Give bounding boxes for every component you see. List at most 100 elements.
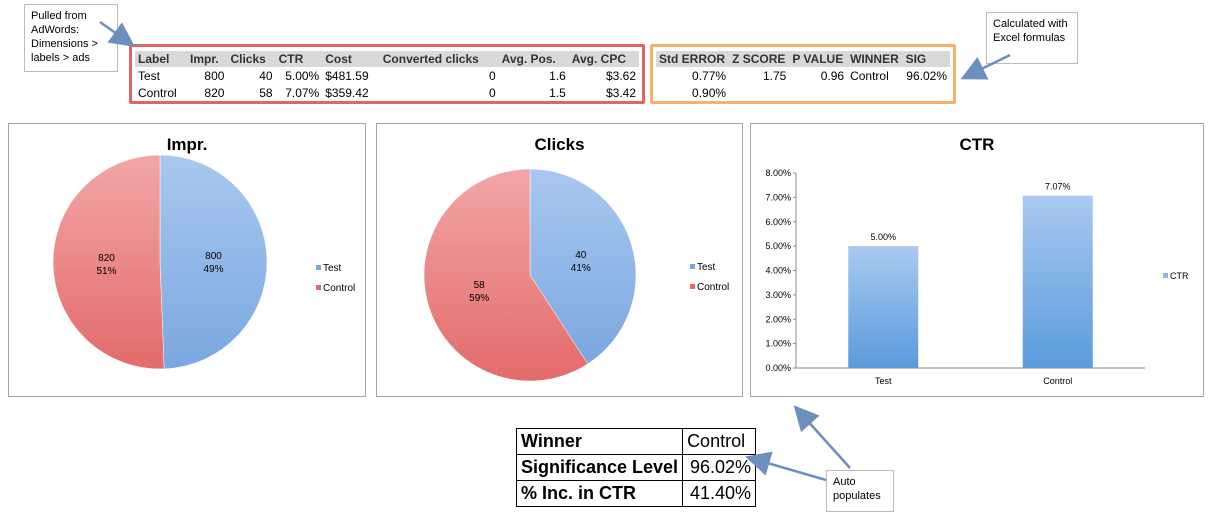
table-row: Significance Level 96.02%	[515, 454, 757, 481]
chart-title: CTR	[959, 135, 995, 154]
y-tick-label: 8.00%	[765, 168, 791, 178]
legend-entry: Control	[323, 283, 355, 294]
table-cell: 96.02%	[906, 68, 947, 83]
column-header: Z SCORE	[729, 51, 790, 67]
column-header: Label	[135, 51, 188, 67]
callout-line: Excel formulas	[993, 32, 1066, 44]
pie-data-label: 40	[575, 250, 587, 261]
y-tick-label: 3.00%	[765, 290, 791, 300]
table-row: Winner Control	[515, 428, 757, 455]
summary-value: 96.02%	[682, 454, 757, 481]
legend-entry: Test	[697, 262, 716, 273]
adwords-table: Label Impr. Clicks CTR Cost Converted cl…	[135, 51, 639, 101]
table-cell	[789, 84, 847, 101]
y-tick-label: 6.00%	[765, 217, 791, 227]
column-header: Avg. Pos.	[498, 51, 569, 67]
table-cell: 0.96	[820, 68, 845, 83]
table-cell: 0	[488, 85, 496, 100]
column-header: Avg. CPC	[568, 51, 639, 67]
y-tick-label: 5.00%	[765, 241, 791, 251]
table-cell	[847, 84, 902, 101]
legend-swatch	[1163, 273, 1168, 278]
bar-data-label: 7.07%	[1045, 182, 1071, 192]
legend-swatch	[690, 264, 695, 269]
summary-value: 41.40%	[682, 480, 757, 507]
callout-line: Auto	[833, 476, 856, 488]
pie-data-label: 59%	[469, 293, 489, 304]
bar-data-label: 5.00%	[870, 232, 896, 242]
column-header: Std ERROR	[656, 51, 730, 67]
table-row: % Inc. in CTR 41.40%	[515, 480, 757, 507]
y-tick-label: 0.00%	[765, 363, 791, 373]
table-header-row: Std ERROR Z SCORE P VALUE WINNER SIG	[656, 51, 950, 67]
table-cell	[903, 84, 950, 101]
table-cell: 820	[204, 85, 225, 100]
column-header: CTR	[275, 51, 323, 67]
pie-data-label: 51%	[97, 266, 117, 277]
column-header: Converted clicks	[379, 51, 499, 67]
table-cell: Control	[850, 68, 889, 83]
y-tick-label: 2.00%	[765, 314, 791, 324]
callout-line: Calculated with	[993, 18, 1068, 30]
y-tick-label: 1.00%	[765, 339, 791, 349]
table-cell: Control	[138, 85, 177, 100]
impr-pie-svg: 800 49% 820 51% Test Control	[52, 154, 355, 370]
column-header: Cost	[322, 51, 380, 67]
summary-label: % Inc. in CTR	[515, 480, 684, 507]
callout-line: Dimensions >	[31, 38, 98, 50]
callout-line: labels > ads	[31, 52, 91, 64]
callout-auto-populates: Auto populates	[826, 470, 894, 512]
arrow-to-summary	[745, 451, 827, 482]
table-cell: $3.62	[605, 68, 636, 83]
pie-slice-control	[423, 168, 589, 382]
table-row: 0.90%	[656, 84, 950, 101]
callout-line: populates	[833, 490, 881, 502]
table-cell: Test	[138, 68, 161, 83]
adwords-table-frame	[129, 44, 645, 104]
table-cell: 0.90%	[692, 85, 727, 100]
column-header: WINNER	[847, 51, 903, 67]
table-cell: 5.00%	[285, 68, 320, 83]
pie-slice-test	[159, 154, 268, 370]
summary-value: Control	[682, 428, 757, 455]
callout-excel-formulas: Calculated with Excel formulas	[986, 12, 1078, 64]
arrow-to-chart	[793, 405, 851, 469]
legend-swatch	[316, 265, 321, 270]
table-cell: 0.77%	[692, 68, 727, 83]
table-row: Control 820 58 7.07% $359.42 0 1.5 $3.42	[135, 84, 639, 101]
legend-swatch	[690, 284, 695, 289]
pie-data-label: 41%	[571, 263, 591, 274]
summary-table: Winner Control Significance Level 96.02%…	[515, 428, 757, 507]
table-row: Test 800 40 5.00% $481.59 0 1.6 $3.62	[135, 67, 639, 84]
pie-data-label: 58	[474, 280, 486, 291]
y-tick-label: 4.00%	[765, 266, 791, 276]
legend-entry: Control	[697, 282, 729, 293]
legend-entry: Test	[323, 263, 342, 274]
table-cell: 1.6	[549, 68, 566, 83]
table-cell: 1.75	[762, 68, 787, 83]
bar-control	[1022, 195, 1093, 368]
column-header: P VALUE	[789, 51, 848, 67]
chart-title: Clicks	[534, 135, 585, 154]
summary-label: Significance Level	[515, 454, 684, 481]
impr-pie-chart: Impr. 800 49% 820 51% Test Control	[8, 123, 366, 397]
pie-data-label: 820	[98, 253, 115, 264]
x-tick-label: Test	[875, 376, 892, 386]
table-cell	[729, 84, 789, 101]
table-cell: $359.42	[325, 85, 369, 100]
pie-slice-test	[529, 168, 637, 365]
x-tick-label: Control	[1043, 376, 1072, 386]
table-cell: $3.42	[605, 85, 636, 100]
table-cell: 40	[259, 68, 273, 83]
pie-data-label: 800	[205, 251, 222, 262]
callout-adwords-source: Pulled from AdWords: Dimensions > labels…	[24, 4, 118, 72]
summary-label: Winner	[515, 428, 684, 455]
pie-data-label: 49%	[203, 264, 223, 275]
chart-title: Impr.	[166, 135, 208, 154]
pie-slice-control	[52, 154, 165, 370]
callout-line: Pulled from	[31, 10, 87, 22]
excel-table: Std ERROR Z SCORE P VALUE WINNER SIG 0.7…	[656, 51, 950, 101]
column-header: Impr.	[187, 51, 228, 67]
table-cell: $481.59	[325, 68, 369, 83]
table-cell: 58	[259, 85, 273, 100]
